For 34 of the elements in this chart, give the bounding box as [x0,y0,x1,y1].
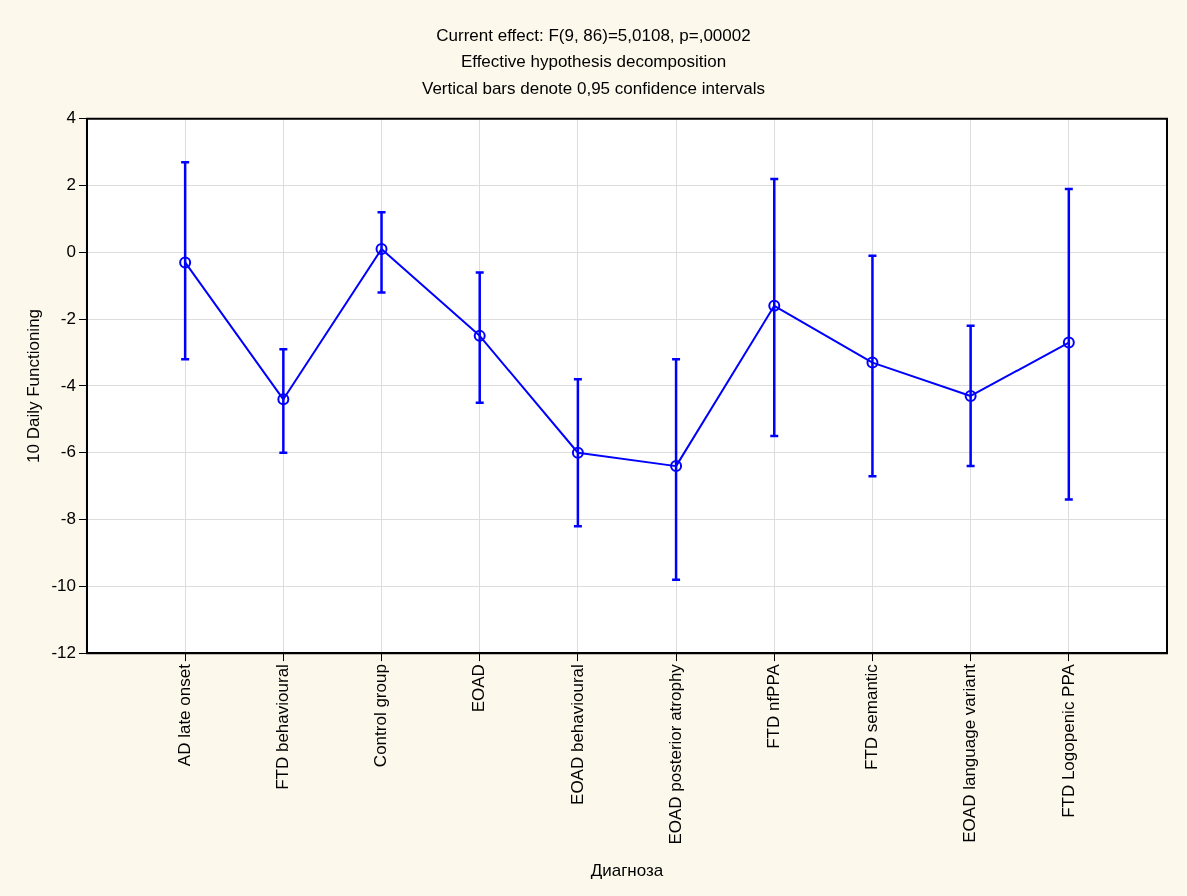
y-tick-label: -4 [60,375,76,395]
point [1062,336,1075,349]
y-tick-label: -8 [60,509,76,529]
point [866,356,879,369]
text: Vertical bars denote 0,95 confidence intervals [421,78,766,98]
point [179,256,192,269]
x-axis-title: Диагноза [590,861,664,881]
chart-subtitle: Effective hypothesis decomposition [460,51,727,71]
point [277,393,290,406]
x-tick-label: EOAD posterior atrophy [665,663,685,845]
x-tick-label: FTD behavioural [273,664,293,790]
x-tick-label: EOAD language variant [960,663,980,843]
point [768,299,781,312]
y-axis-title: 10 Daily Functioning [23,308,43,463]
point [670,460,683,473]
chart-title: Current effect: F(9, 86)=5,0108, p=,00002 [436,25,751,45]
x-tick-label: AD late onset [174,663,194,767]
x-tick-label: FTD Logopenic PPA [1058,663,1078,818]
y-tick-label: 2 [66,175,76,195]
y-tick-label: 4 [66,108,76,128]
y-tick-label: -12 [51,642,76,662]
point [571,446,584,459]
point [964,389,977,402]
x-tick-label: EOAD [469,664,489,713]
point [375,243,388,256]
x-tick-label: FTD nfPPA [763,663,783,749]
x-tick-label: EOAD behavioural [567,664,587,805]
y-tick-label: -10 [51,576,76,596]
point [473,329,486,342]
y-tick-label: -2 [60,308,76,328]
x-tick-label: FTD semantic [862,663,882,770]
y-tick-label: 0 [66,242,76,262]
y-tick-label: -6 [60,442,76,462]
x-tick-label: Control group [371,664,391,768]
